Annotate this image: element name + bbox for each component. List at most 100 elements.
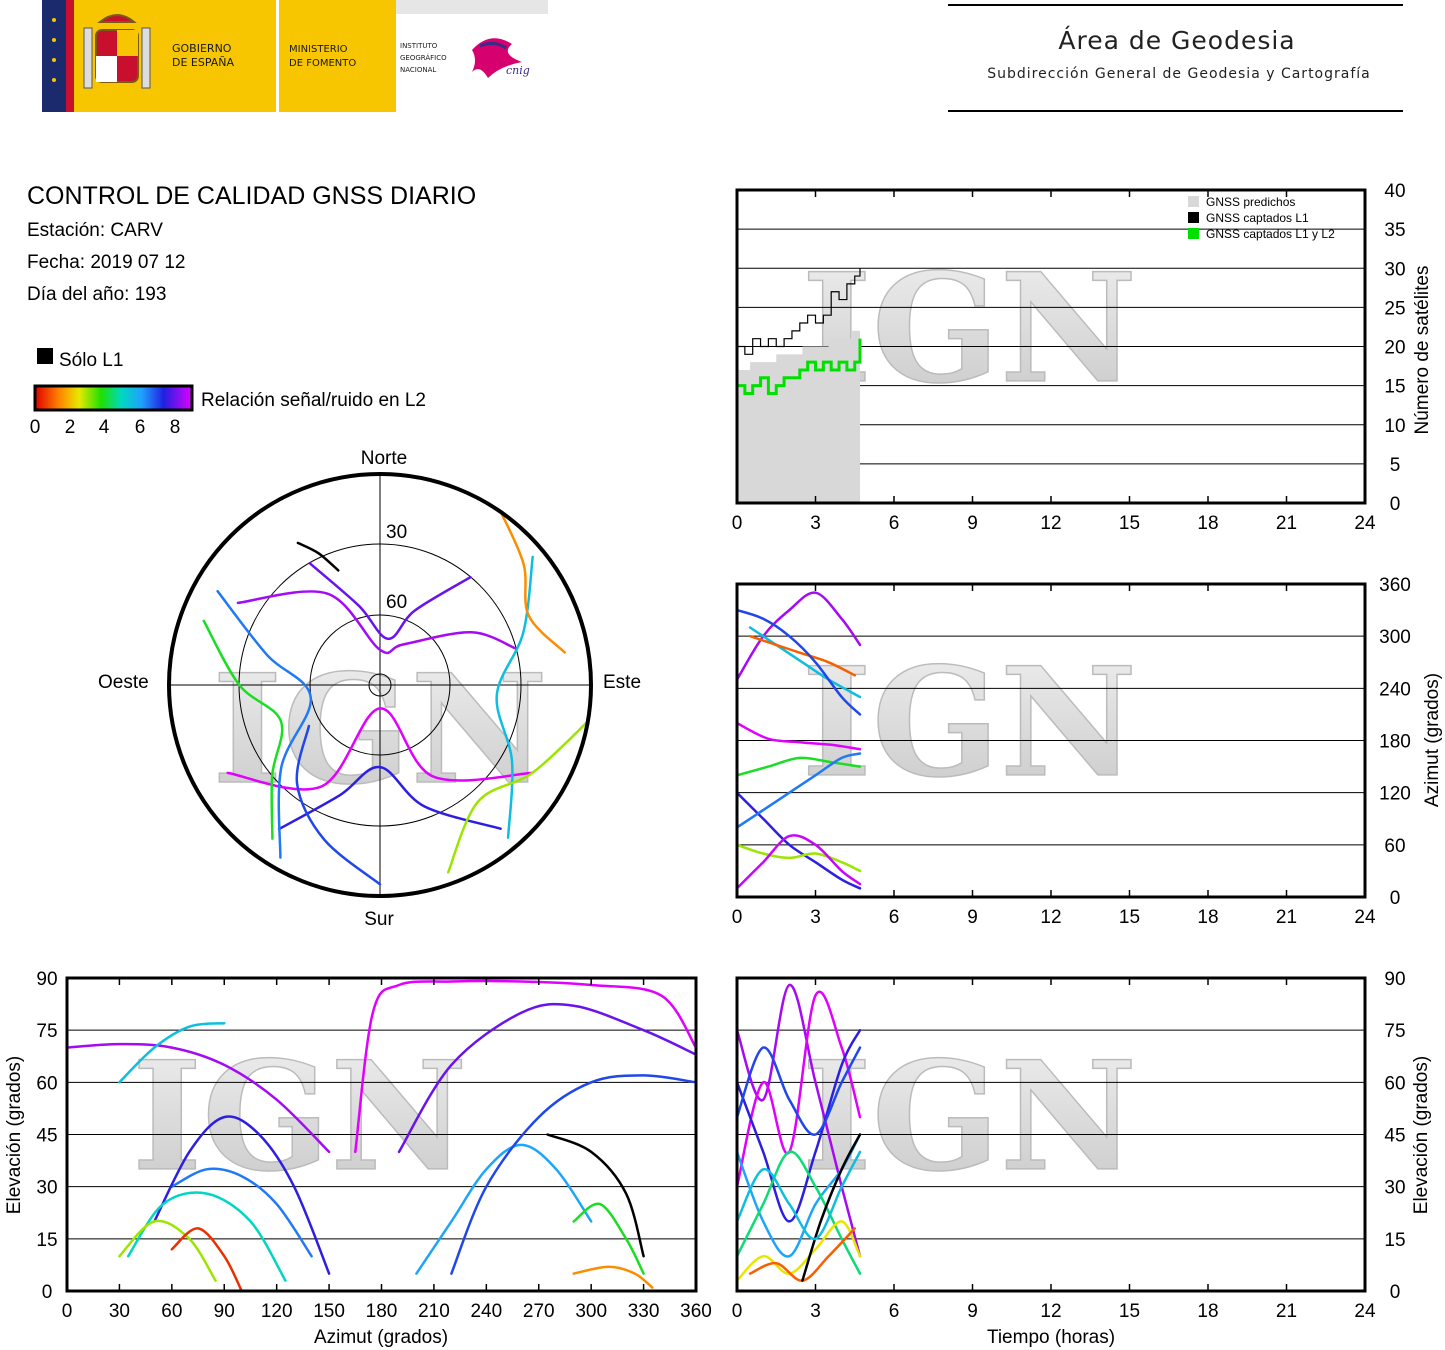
x-tick-label: 6: [889, 907, 900, 928]
colorbar-tick: 0: [30, 417, 41, 438]
satellite-track: [170, 1167, 313, 1258]
gov-line1: GOBIERNO: [172, 42, 232, 55]
y-tick-label: 25: [1384, 298, 1405, 319]
legend-entry: GNSS captados L1 y L2: [1206, 227, 1335, 241]
satellite-track: [737, 1150, 862, 1275]
count-legend: GNSS predichos GNSS captados L1 GNSS capta…: [1188, 195, 1335, 241]
legend-swatch: [1188, 212, 1199, 223]
snr-colorbar-label: Relación señal/ruido en L2: [201, 390, 426, 411]
ring-label-30: 30: [386, 522, 407, 543]
l1-only-swatch: [37, 348, 53, 364]
plot-data: [737, 591, 862, 890]
y-tick-label: 10: [1384, 416, 1405, 437]
x-tick-label: 60: [161, 1301, 182, 1322]
satellite-track: [170, 1227, 243, 1291]
eu-flag-stripe: [42, 0, 66, 112]
y-tick-label: 75: [36, 1021, 57, 1042]
colorbar-tick: 6: [135, 417, 146, 438]
x-tick-label: 3: [810, 1301, 821, 1322]
x-tick-label: 0: [62, 1301, 73, 1322]
satellite-track: [308, 561, 472, 641]
doy-label: Día del año: 193: [27, 284, 166, 305]
y-tick-label: 45: [1384, 1126, 1405, 1147]
x-tick-label: 24: [1354, 907, 1376, 928]
date-label: Fecha: 2019 07 12: [27, 252, 185, 273]
predicted-area: [737, 323, 860, 503]
area-title-block: Área de Geodesia Subdirección General de…: [948, 4, 1403, 112]
y-tick-label: 5: [1390, 455, 1401, 476]
x-tick-label: 21: [1276, 513, 1297, 534]
satellite-track: [546, 1133, 645, 1258]
satellite-track: [737, 608, 862, 716]
y-tick-label: 15: [36, 1230, 57, 1251]
legend-swatch: [1188, 228, 1199, 239]
colorbar-tick: 4: [99, 417, 110, 438]
satellite-track: [295, 724, 382, 886]
x-tick-label: 30: [109, 1301, 130, 1322]
x-tick-label: 0: [732, 907, 743, 928]
x-tick-label: 12: [1040, 1301, 1061, 1322]
y-axis-label: Elevación (grados): [1411, 1056, 1432, 1214]
satellite-track: [737, 791, 862, 890]
y-tick-label: 60: [1384, 1073, 1405, 1094]
legend-entry: GNSS captados L1: [1206, 211, 1309, 225]
y-tick-label: 15: [1384, 377, 1405, 398]
x-tick-label: 15: [1119, 1301, 1140, 1322]
ign-line2: GEOGRÁFICO: [400, 53, 447, 62]
coat-of-arms-icon: [83, 14, 151, 89]
satellite-track: [202, 619, 284, 840]
y-tick-label: 60: [1384, 836, 1405, 857]
x-tick-label: 180: [366, 1301, 398, 1322]
satellite-track: [126, 1191, 287, 1282]
y-tick-label: 60: [36, 1073, 57, 1094]
satellite-track: [153, 1115, 331, 1275]
gov-line2: DE ESPAÑA: [172, 56, 235, 69]
y-tick-label: 360: [1379, 575, 1411, 596]
satellite-track: [737, 834, 862, 890]
x-tick-label: 6: [889, 513, 900, 534]
satellite-track: [118, 1219, 217, 1282]
satellite-track: [415, 1143, 593, 1275]
x-tick-label: 3: [810, 907, 821, 928]
west-label: Oeste: [98, 672, 149, 693]
y-tick-label: 30: [1384, 259, 1405, 280]
satellite-track: [277, 765, 502, 831]
station-label: Estación: CARV: [27, 220, 163, 241]
plot-data: [737, 268, 862, 503]
satellite-track: [737, 1220, 862, 1282]
x-tick-label: 300: [575, 1301, 607, 1322]
y-axis-label: Azimut (grados): [1422, 673, 1443, 807]
x-tick-label: 150: [313, 1301, 345, 1322]
y-tick-label: 20: [1384, 338, 1405, 359]
colorbar-tick: 2: [65, 417, 76, 438]
x-tick-label: 21: [1276, 1301, 1297, 1322]
y-tick-label: 0: [1390, 888, 1401, 909]
satellite-track: [737, 756, 862, 777]
x-axis-label: Tiempo (horas): [987, 1327, 1115, 1348]
l1-only-label: Sólo L1: [59, 350, 123, 371]
east-label: Este: [603, 672, 641, 693]
x-tick-label: 240: [470, 1301, 502, 1322]
x-tick-label: 18: [1197, 513, 1218, 534]
colorbar-tick: 8: [170, 417, 181, 438]
x-tick-label: 3: [810, 513, 821, 534]
elevation-time-chart: IGN 0 3 6 9 12 15 18 21 24 0 15 30 45 60 75 90 Elevación …: [732, 969, 1432, 1348]
y-tick-label: 35: [1384, 220, 1405, 241]
satellite-track: [499, 510, 566, 654]
y-tick-label: 0: [1390, 1282, 1401, 1303]
plot-data: [737, 983, 862, 1282]
satellite-track: [737, 752, 862, 829]
x-tick-label: 90: [214, 1301, 235, 1322]
satellite-track: [737, 1150, 862, 1241]
satellite-track: [572, 1202, 645, 1275]
horizon-circle: [167, 472, 593, 898]
y-tick-label: 180: [1379, 732, 1411, 753]
satellite-track: [572, 1265, 654, 1289]
x-tick-label: 9: [967, 907, 978, 928]
report-title: CONTROL DE CALIDAD GNSS DIARIO: [27, 182, 476, 210]
x-tick-label: 210: [418, 1301, 450, 1322]
colorbar-ticks: 0 2 4 6 8: [30, 417, 181, 438]
